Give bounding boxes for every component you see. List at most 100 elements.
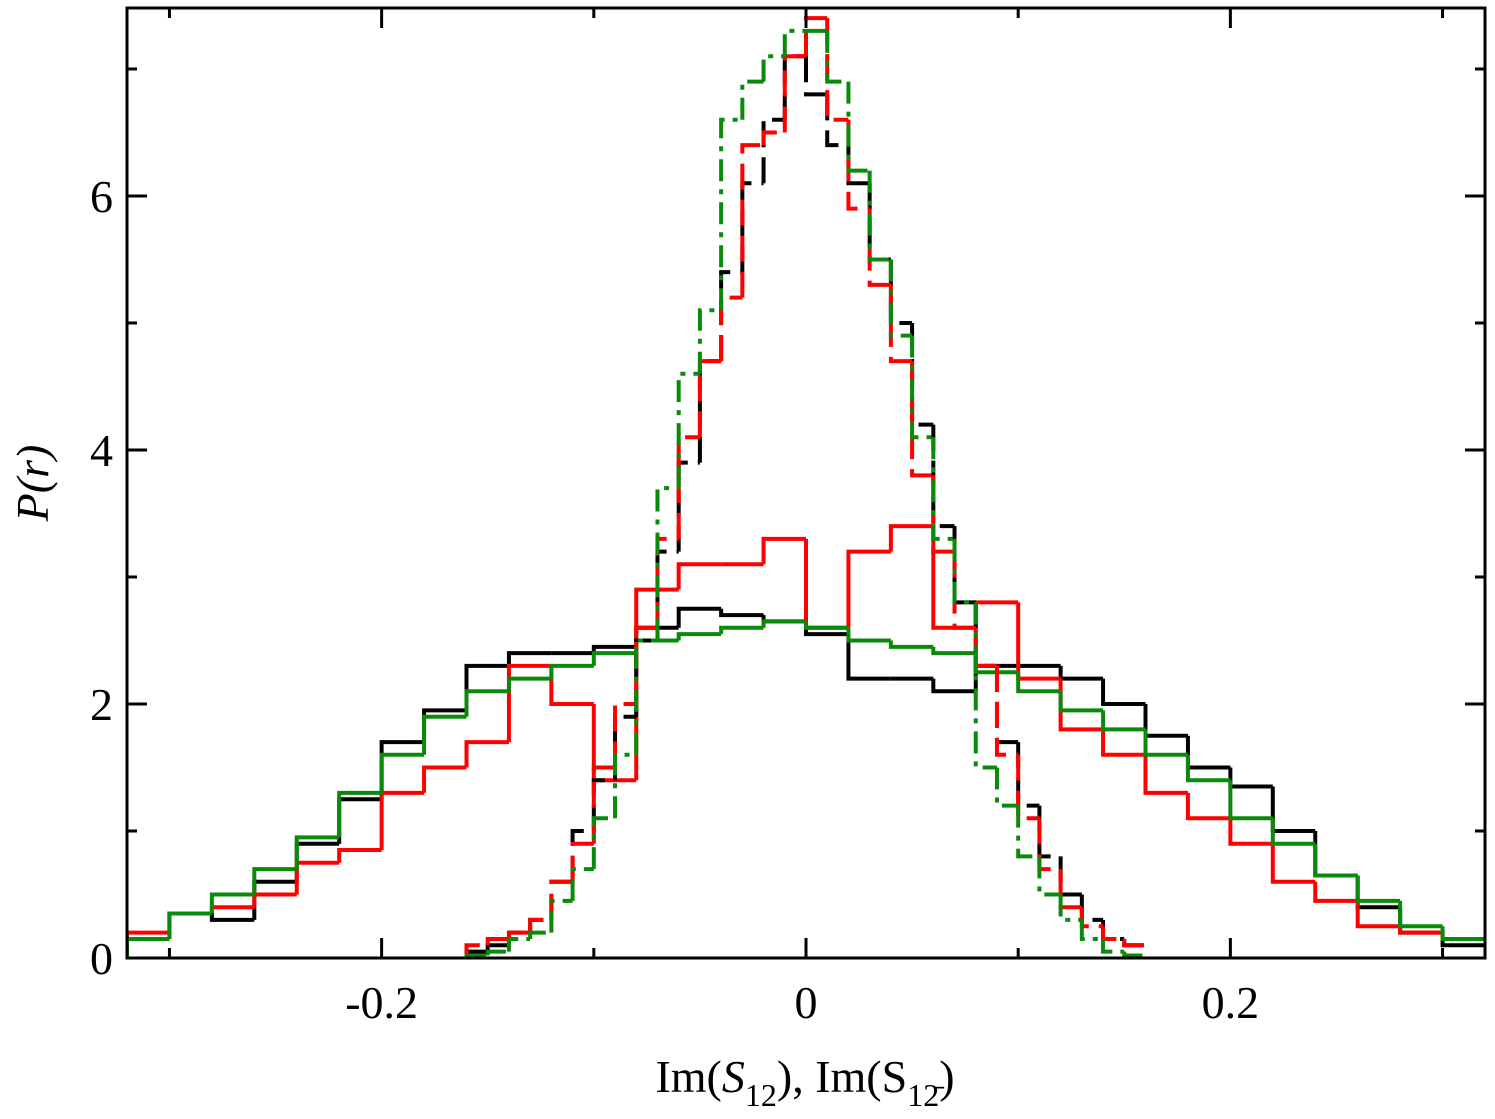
histogram-step (549, 665, 594, 706)
x-axis-label-part: S (722, 1051, 745, 1102)
histogram-step (1058, 691, 1104, 713)
histogram-step (994, 665, 1019, 745)
histogram-step (1185, 754, 1231, 783)
histogram-step (994, 767, 1019, 808)
histogram-step (952, 538, 976, 605)
histogram-step (1016, 742, 1040, 808)
histogram-step (1016, 754, 1040, 821)
histogram-step (1228, 818, 1273, 846)
histogram-step (613, 701, 637, 768)
histogram-step (697, 308, 722, 374)
histogram-step (506, 676, 552, 692)
histogram-step (422, 765, 467, 793)
histogram-step (464, 663, 509, 711)
histogram-step (973, 602, 997, 770)
histogram-step (973, 602, 997, 668)
plot-frame (125, 6, 1487, 960)
histogram-step (676, 460, 700, 552)
histogram-step (1122, 951, 1146, 958)
histogram-step (549, 898, 573, 933)
histogram-step (931, 646, 976, 656)
histogram-step (804, 56, 828, 97)
histogram-step (676, 371, 700, 489)
histogram-step (127, 930, 170, 958)
histogram-step (910, 361, 934, 478)
histogram-step (931, 437, 955, 541)
histogram-step (570, 828, 594, 882)
histogram-step (994, 665, 1019, 757)
histogram-step (740, 143, 764, 298)
histogram-step (867, 183, 891, 262)
histogram-step (1101, 919, 1125, 941)
histogram-step (910, 322, 934, 427)
histogram-step (379, 790, 425, 851)
x-axis-label-part: Im( (655, 1051, 721, 1102)
histogram-step (1270, 843, 1316, 884)
histogram-step (294, 860, 340, 895)
histogram-step (1143, 703, 1188, 738)
y-tick-label: 6 (90, 171, 113, 222)
histogram-step (1143, 729, 1188, 757)
plot-area (127, 16, 1485, 958)
axes: 0 2 4 6 -0.2 0 0.2 (90, 6, 1487, 1028)
histogram-step (1185, 792, 1231, 821)
histogram-step (825, 18, 849, 122)
histogram-step (719, 117, 743, 311)
histogram-step (740, 79, 764, 120)
histogram-step (337, 848, 382, 863)
histogram-step (782, 54, 806, 120)
histogram-step (570, 867, 594, 901)
histogram-step (1270, 818, 1316, 846)
histogram-step (676, 435, 700, 539)
histogram-step (1079, 907, 1104, 929)
histogram-step (931, 424, 955, 529)
histogram-step (1355, 875, 1401, 903)
histogram-step (1016, 805, 1040, 859)
histogram-step (528, 930, 552, 939)
histogram-step (761, 117, 785, 184)
histogram-step (846, 634, 891, 681)
histogram-step (888, 640, 934, 649)
histogram-step (337, 797, 382, 844)
histogram-step (127, 936, 170, 958)
histogram-step (1058, 894, 1082, 922)
y-tick-label: 2 (90, 679, 113, 730)
histogram-step (804, 538, 849, 630)
histogram-step (1016, 672, 1061, 694)
histogram-step (1079, 919, 1104, 941)
histogram-step (888, 259, 913, 338)
histogram-step (591, 816, 616, 870)
histogram-step (782, 28, 806, 57)
histogram-step (676, 632, 722, 641)
x-tick-label: 0.2 (1202, 977, 1260, 1028)
x-axis-label: Im(S12), Im(S12̄) (655, 1051, 954, 1113)
x-axis-label-part: ) (939, 1051, 954, 1102)
y-axis-label: P(r) (7, 445, 58, 523)
histogram-step (825, 30, 849, 84)
histogram-step (719, 608, 764, 618)
histogram-step (613, 714, 637, 781)
histogram-step (1228, 767, 1273, 789)
histogram-step (252, 879, 297, 920)
histogram-step (931, 678, 976, 694)
histogram-step (506, 651, 552, 666)
histogram-step (252, 892, 297, 908)
histogram-step (1079, 894, 1104, 922)
histogram-step (209, 892, 255, 914)
histogram-step (1313, 830, 1358, 878)
histogram-step (634, 638, 658, 755)
histogram-step (761, 619, 806, 628)
histogram-step (549, 879, 573, 920)
histogram-step (1228, 780, 1273, 821)
histogram-step (676, 606, 722, 628)
histogram-step (952, 526, 976, 605)
histogram-step (1440, 926, 1485, 941)
histogram-step (1398, 907, 1443, 935)
histogram-step (1058, 665, 1104, 681)
histogram-step (1313, 843, 1358, 878)
histogram-step (506, 936, 531, 952)
histogram-step (1355, 900, 1401, 929)
histogram-step (167, 911, 212, 939)
histogram-step (888, 259, 913, 325)
